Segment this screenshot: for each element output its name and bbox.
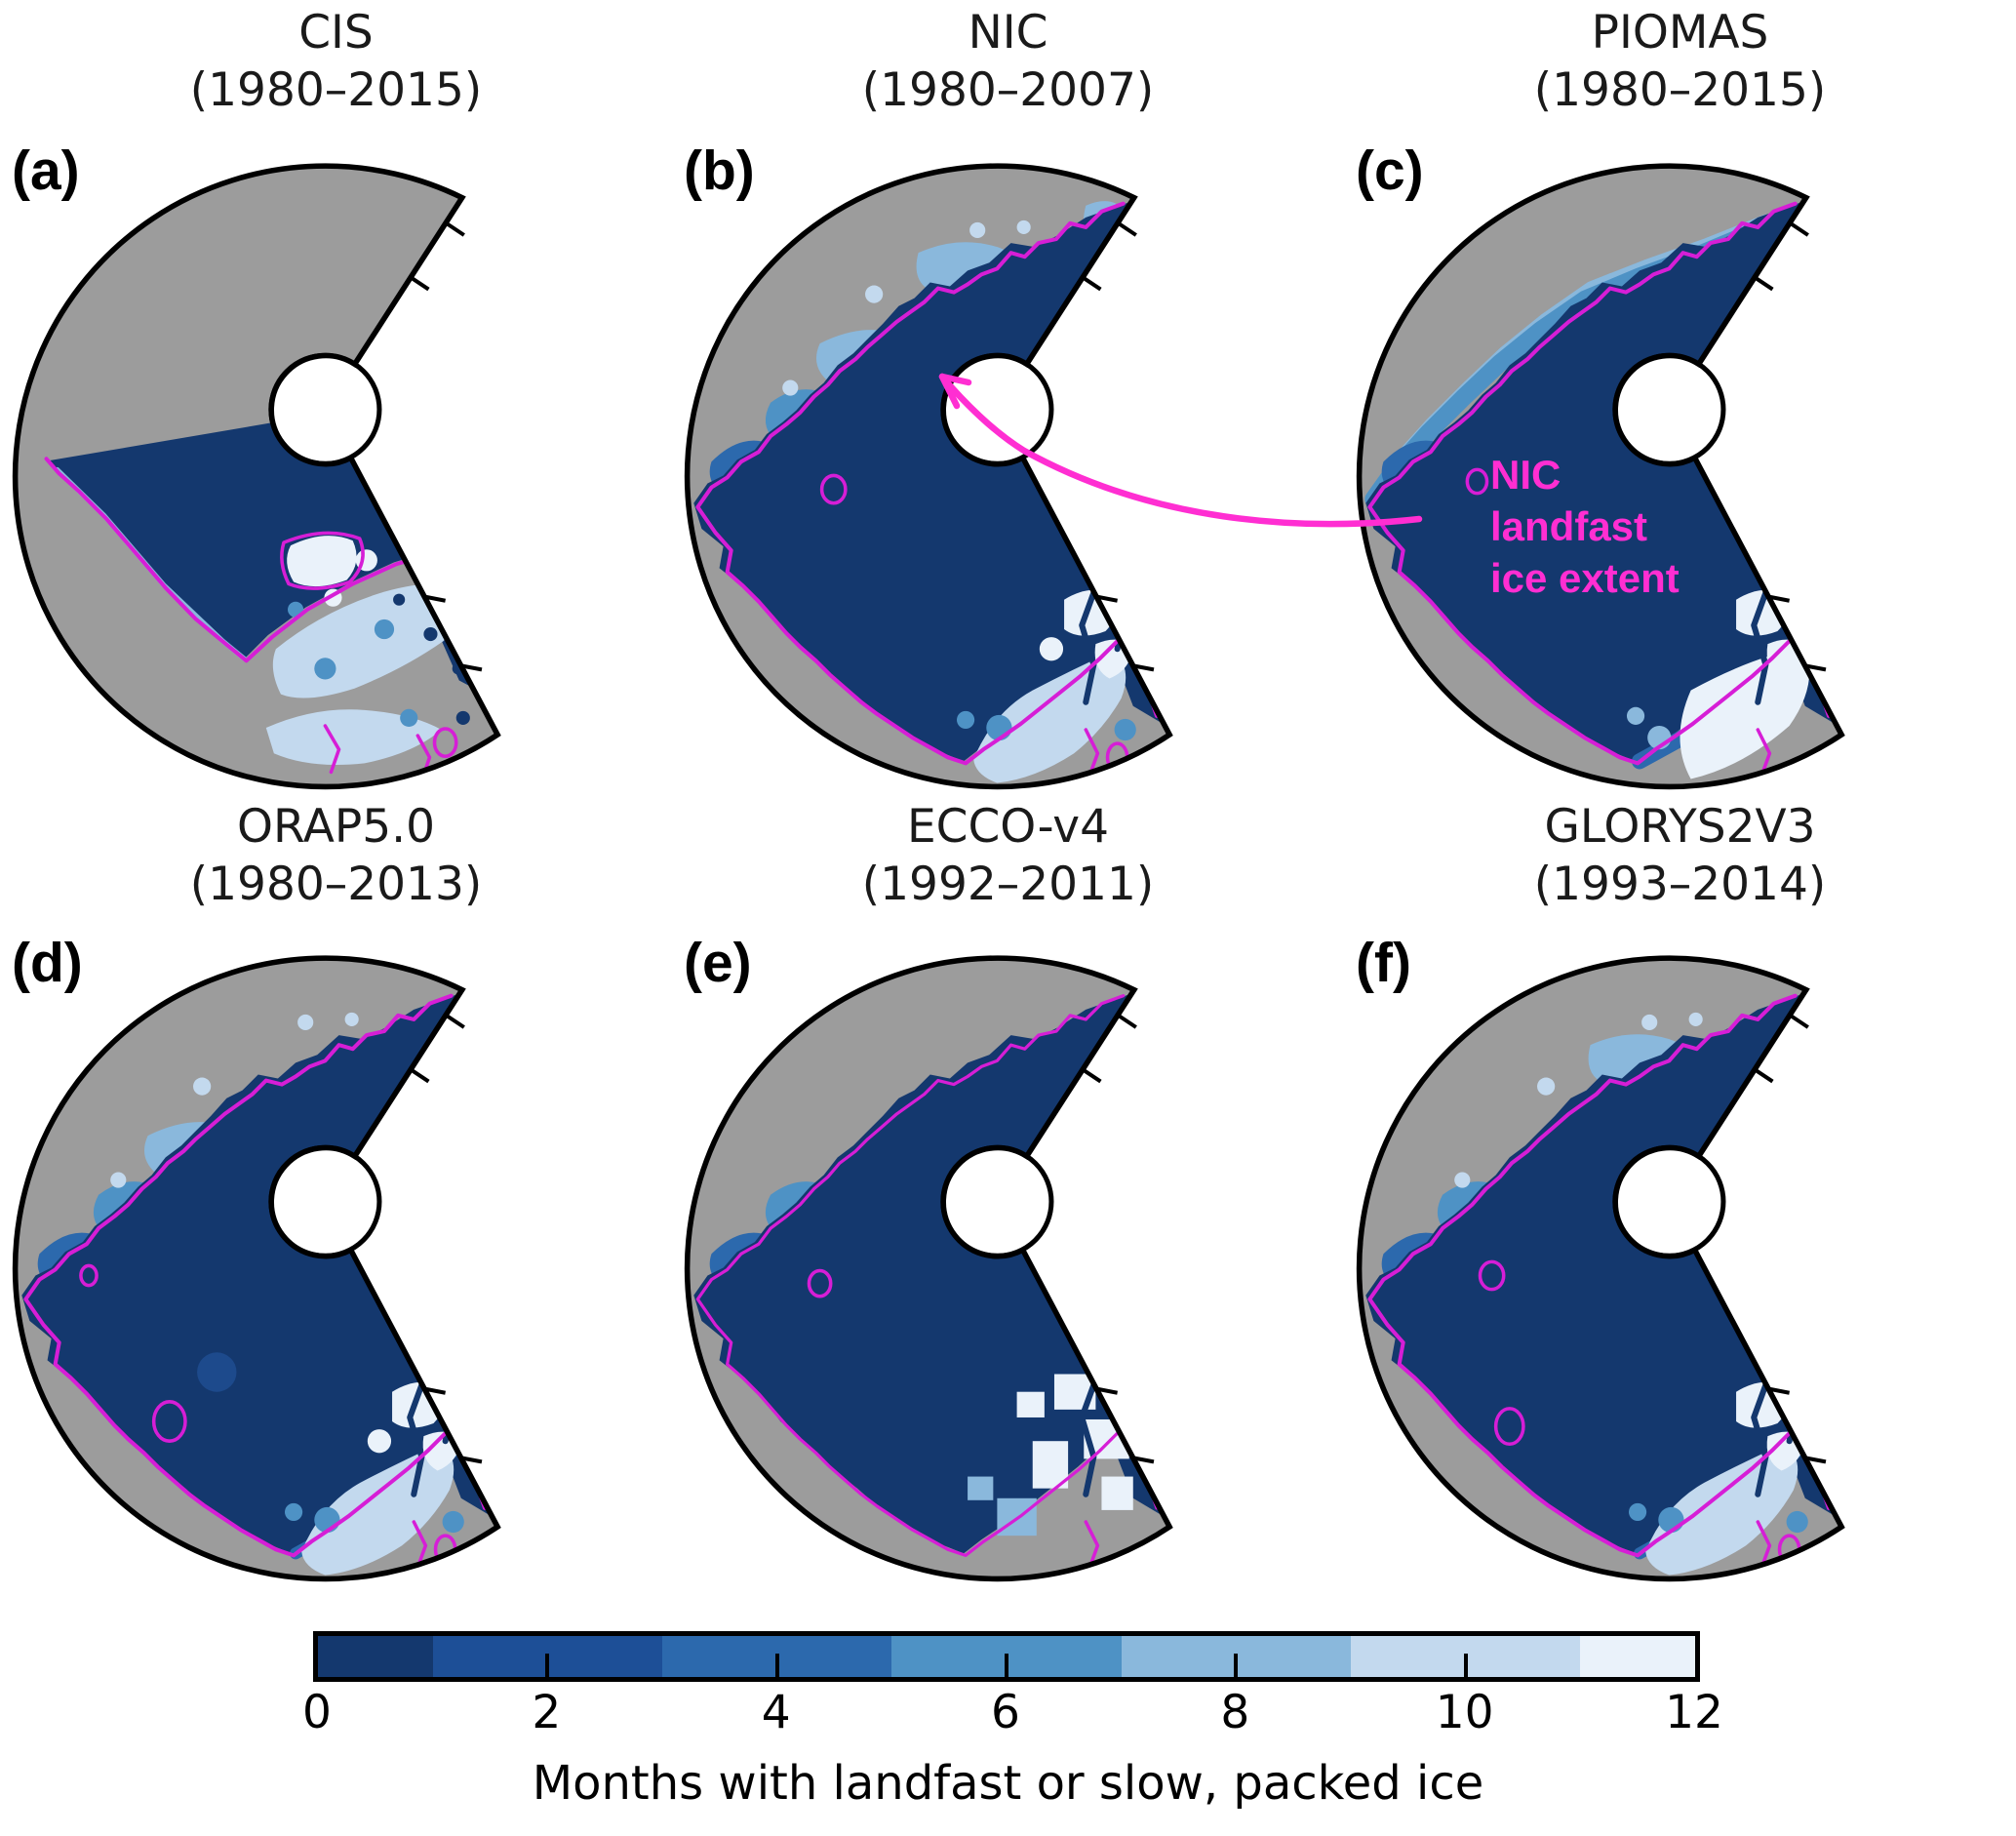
colorbar-label: Months with landfast or slow, packed ice [532, 1756, 1484, 1811]
map-border [1356, 163, 1845, 790]
panel-title-f: GLORYS2V3 (1993–2014) [1344, 798, 2016, 913]
graticule-tick [1768, 1386, 1790, 1395]
colorbar-tick-label: 2 [532, 1686, 562, 1739]
panel-e: (e) [672, 929, 1344, 1623]
map-ecco [684, 955, 1173, 1582]
colorbar-tick-label: 12 [1665, 1686, 1723, 1739]
panel-title-b: NIC (1980–2007) [672, 4, 1344, 119]
dataset-years: (1980–2013) [189, 858, 483, 911]
colorbar-segment [318, 1636, 433, 1677]
map-border [12, 955, 501, 1582]
panel-f: (f) [1344, 929, 2016, 1623]
colorbar-tick [1005, 1654, 1008, 1677]
graticule-tick [1789, 1014, 1809, 1029]
colorbar-tick-label: 8 [1220, 1686, 1250, 1739]
graticule-tick [1117, 1014, 1137, 1029]
map-data-layer [15, 958, 498, 1579]
graticule-tick [410, 1067, 430, 1084]
dataset-name: ORAP5.0 [237, 800, 435, 854]
graticule-tick [1096, 1386, 1118, 1395]
annotation-label: NIC landfast ice extent [1490, 452, 1680, 601]
graticule-tick [1804, 663, 1827, 672]
dataset-name: CIS [298, 6, 374, 60]
colorbar [313, 1631, 1700, 1682]
graticule-tick [445, 1014, 465, 1029]
panel-b: (b) [672, 137, 1344, 831]
dataset-years: (1993–2014) [1533, 858, 1827, 911]
map-border [684, 163, 1173, 790]
dataset-years: (1992–2011) [861, 858, 1155, 911]
graticule-tick [460, 663, 483, 672]
graticule-tick [1096, 594, 1118, 603]
panel-title-c: PIOMAS (1980–2015) [1344, 4, 2016, 119]
map-data-layer [15, 166, 498, 787]
annotation-arrow [938, 373, 1423, 528]
dataset-name: NIC [968, 6, 1048, 60]
graticule-tick [1754, 1067, 1774, 1084]
panel-a: (a) [0, 137, 672, 831]
panel-title-a: CIS (1980–2015) [0, 4, 672, 119]
graticule-tick [1754, 275, 1774, 292]
graticule-tick [410, 275, 430, 292]
graticule-tick [1117, 221, 1137, 237]
map-border [684, 955, 1173, 1582]
map-data-layer [687, 958, 1170, 1579]
graticule-tick [1082, 1067, 1102, 1084]
colorbar-segment [1580, 1636, 1695, 1677]
dataset-name: PIOMAS [1591, 6, 1769, 60]
colorbar-tick-label: 10 [1435, 1686, 1494, 1739]
map-border [1356, 955, 1845, 1582]
arrow-curve [938, 373, 1423, 528]
graticule-tick [1132, 1456, 1155, 1464]
map-data-layer [1359, 958, 1842, 1579]
panel-d: (d) [0, 929, 672, 1623]
colorbar-tick-label: 6 [991, 1686, 1020, 1739]
graticule-tick [1768, 594, 1790, 603]
panel-letter: (b) [684, 140, 755, 202]
panel-letter: (a) [12, 140, 80, 202]
map-orap5 [12, 955, 501, 1582]
dataset-name: ECCO-v4 [906, 800, 1110, 854]
graticule-tick [1804, 1456, 1827, 1464]
map-border [12, 163, 501, 790]
colorbar-tick [545, 1654, 550, 1677]
dataset-name: GLORYS2V3 [1544, 800, 1816, 854]
graticule-tick [1789, 221, 1809, 237]
map-glorys [1356, 955, 1845, 1582]
graticule-tick [445, 221, 465, 237]
colorbar-tick-label: 0 [302, 1686, 332, 1739]
panel-title-e: ECCO-v4 (1992–2011) [672, 798, 1344, 913]
graticule-tick [424, 1386, 446, 1395]
map-nic [684, 163, 1173, 790]
graticule-tick [1132, 663, 1155, 672]
colorbar-tick [1234, 1654, 1239, 1677]
arrow-head-icon [938, 373, 972, 410]
dataset-years: (1980–2015) [1533, 63, 1827, 117]
colorbar-tick-label: 4 [761, 1686, 791, 1739]
graticule-tick [1082, 275, 1102, 292]
graticule-tick [460, 1456, 483, 1464]
panel-c: (c) [1344, 137, 2016, 831]
panel-letter: (e) [684, 932, 752, 994]
map-piomas [1356, 163, 1845, 790]
dataset-years: (1980–2015) [189, 63, 483, 117]
panel-title-d: ORAP5.0 (1980–2013) [0, 798, 672, 913]
dataset-years: (1980–2007) [861, 63, 1155, 117]
map-cis [12, 163, 501, 790]
colorbar-tick [1463, 1654, 1468, 1677]
panel-letter: (f) [1356, 932, 1411, 994]
colorbar-tick [774, 1654, 779, 1677]
graticule-tick [424, 594, 446, 603]
panel-letter: (c) [1356, 140, 1424, 202]
panel-letter: (d) [12, 932, 83, 994]
